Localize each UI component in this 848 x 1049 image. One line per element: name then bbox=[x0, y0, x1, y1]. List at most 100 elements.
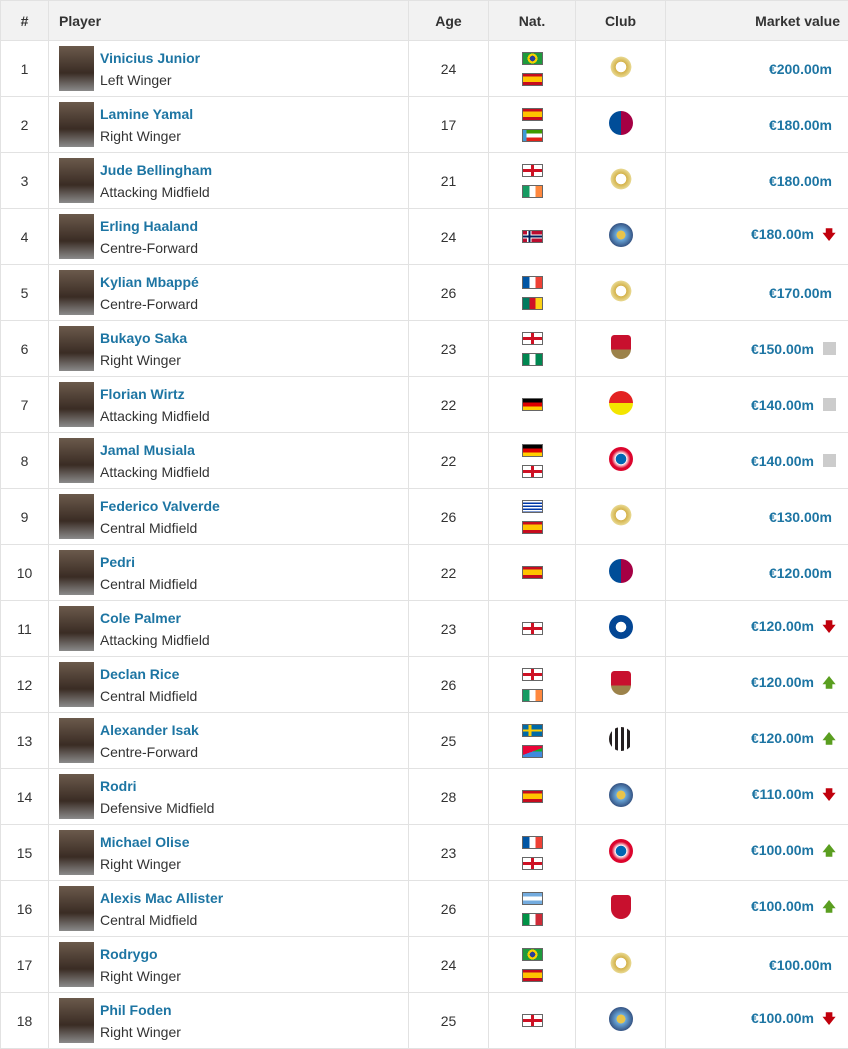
header-age[interactable]: Age bbox=[409, 1, 489, 41]
player-photo[interactable] bbox=[59, 774, 94, 819]
club-badge-icon[interactable] bbox=[611, 335, 631, 359]
market-value-link[interactable]: €180.00m bbox=[769, 117, 832, 133]
club-badge-icon[interactable] bbox=[609, 503, 633, 527]
player-photo[interactable] bbox=[59, 830, 94, 875]
player-name-link[interactable]: Vinicius Junior bbox=[100, 47, 200, 69]
arrow-up-icon: 🡅 bbox=[822, 842, 836, 864]
club-badge-icon[interactable] bbox=[609, 727, 633, 751]
club-cell bbox=[576, 769, 666, 825]
market-value-link[interactable]: €120.00m bbox=[751, 730, 814, 746]
age: 26 bbox=[409, 265, 489, 321]
club-badge-icon[interactable] bbox=[609, 951, 633, 975]
player-name-link[interactable]: Bukayo Saka bbox=[100, 327, 187, 349]
player-name-link[interactable]: Rodri bbox=[100, 775, 214, 797]
player-name-link[interactable]: Phil Foden bbox=[100, 999, 181, 1021]
player-photo[interactable] bbox=[59, 214, 94, 259]
player-name-link[interactable]: Pedri bbox=[100, 551, 197, 573]
market-value-link[interactable]: €110.00m bbox=[752, 786, 814, 802]
flag-icon bbox=[522, 969, 543, 982]
flag-icon bbox=[522, 689, 543, 702]
market-value-link[interactable]: €170.00m bbox=[769, 285, 832, 301]
club-badge-icon[interactable] bbox=[609, 839, 633, 863]
player-name-link[interactable]: Alexis Mac Allister bbox=[100, 887, 223, 909]
age: 26 bbox=[409, 489, 489, 545]
header-player[interactable]: Player bbox=[49, 1, 409, 41]
player-name-link[interactable]: Kylian Mbappé bbox=[100, 271, 199, 293]
market-value-link[interactable]: €180.00m bbox=[751, 226, 814, 242]
market-value-link[interactable]: €180.00m bbox=[769, 173, 832, 189]
market-value-link[interactable]: €100.00m bbox=[751, 898, 814, 914]
player-photo[interactable] bbox=[59, 662, 94, 707]
header-club[interactable]: Club bbox=[576, 1, 666, 41]
market-value-cell: €100.00m 🡅 bbox=[666, 825, 848, 881]
market-value-link[interactable]: €140.00m bbox=[751, 453, 814, 469]
market-value-link[interactable]: €120.00m bbox=[751, 618, 814, 634]
player-photo[interactable] bbox=[59, 270, 94, 315]
flag-icon bbox=[522, 892, 543, 905]
player-photo[interactable] bbox=[59, 46, 94, 91]
club-badge-icon[interactable] bbox=[609, 391, 633, 415]
player-name-link[interactable]: Jamal Musiala bbox=[100, 439, 210, 461]
player-photo[interactable] bbox=[59, 942, 94, 987]
market-value-link[interactable]: €100.00m bbox=[769, 957, 832, 973]
table-header: # Player Age Nat. Club Market value bbox=[1, 1, 848, 41]
club-cell bbox=[576, 433, 666, 489]
player-photo[interactable] bbox=[59, 326, 94, 371]
player-photo[interactable] bbox=[59, 438, 94, 483]
club-badge-icon[interactable] bbox=[611, 671, 631, 695]
player-name-link[interactable]: Lamine Yamal bbox=[100, 103, 193, 125]
arrow-down-icon: 🡇 bbox=[822, 618, 836, 640]
player-name-link[interactable]: Declan Rice bbox=[100, 663, 197, 685]
market-value-link[interactable]: €120.00m bbox=[769, 565, 832, 581]
player-photo[interactable] bbox=[59, 102, 94, 147]
player-name-link[interactable]: Rodrygo bbox=[100, 943, 181, 965]
rank: 9 bbox=[1, 489, 49, 545]
header-nationality[interactable]: Nat. bbox=[489, 1, 576, 41]
club-badge-icon[interactable] bbox=[609, 167, 633, 191]
flag-icon bbox=[522, 521, 543, 534]
club-badge-icon[interactable] bbox=[611, 895, 631, 919]
player-photo[interactable] bbox=[59, 606, 94, 651]
player-photo[interactable] bbox=[59, 382, 94, 427]
club-badge-icon[interactable] bbox=[609, 559, 633, 583]
market-value-link[interactable]: €140.00m bbox=[751, 397, 814, 413]
club-badge-icon[interactable] bbox=[609, 1007, 633, 1031]
club-badge-icon[interactable] bbox=[609, 447, 633, 471]
player-photo[interactable] bbox=[59, 494, 94, 539]
player-name-link[interactable]: Alexander Isak bbox=[100, 719, 199, 741]
market-value-link[interactable]: €100.00m bbox=[751, 842, 814, 858]
club-badge-icon[interactable] bbox=[609, 279, 633, 303]
market-value-cell: €140.00m bbox=[666, 377, 848, 433]
club-badge-icon[interactable] bbox=[609, 615, 633, 639]
player-name-link[interactable]: Michael Olise bbox=[100, 831, 189, 853]
player-photo[interactable] bbox=[59, 158, 94, 203]
player-photo[interactable] bbox=[59, 718, 94, 763]
player-name-link[interactable]: Federico Valverde bbox=[100, 495, 220, 517]
club-badge-icon[interactable] bbox=[609, 783, 633, 807]
player-name-link[interactable]: Cole Palmer bbox=[100, 607, 210, 629]
header-market-value[interactable]: Market value bbox=[666, 1, 848, 41]
club-badge-icon[interactable] bbox=[609, 111, 633, 135]
player-name-link[interactable]: Erling Haaland bbox=[100, 215, 198, 237]
header-rank[interactable]: # bbox=[1, 1, 49, 41]
market-value-link[interactable]: €200.00m bbox=[769, 61, 832, 77]
club-cell bbox=[576, 41, 666, 97]
market-value-link[interactable]: €100.00m bbox=[751, 1010, 814, 1026]
player-photo[interactable] bbox=[59, 886, 94, 931]
market-value-link[interactable]: €120.00m bbox=[751, 674, 814, 690]
flag-icon bbox=[522, 332, 543, 345]
market-value-link[interactable]: €130.00m bbox=[769, 509, 832, 525]
club-badge-icon[interactable] bbox=[609, 55, 633, 79]
player-photo[interactable] bbox=[59, 550, 94, 595]
player-photo[interactable] bbox=[59, 998, 94, 1043]
club-badge-icon[interactable] bbox=[609, 223, 633, 247]
player-name-link[interactable]: Florian Wirtz bbox=[100, 383, 210, 405]
player-name-link[interactable]: Jude Bellingham bbox=[100, 159, 212, 181]
market-value-link[interactable]: €150.00m bbox=[751, 341, 814, 357]
